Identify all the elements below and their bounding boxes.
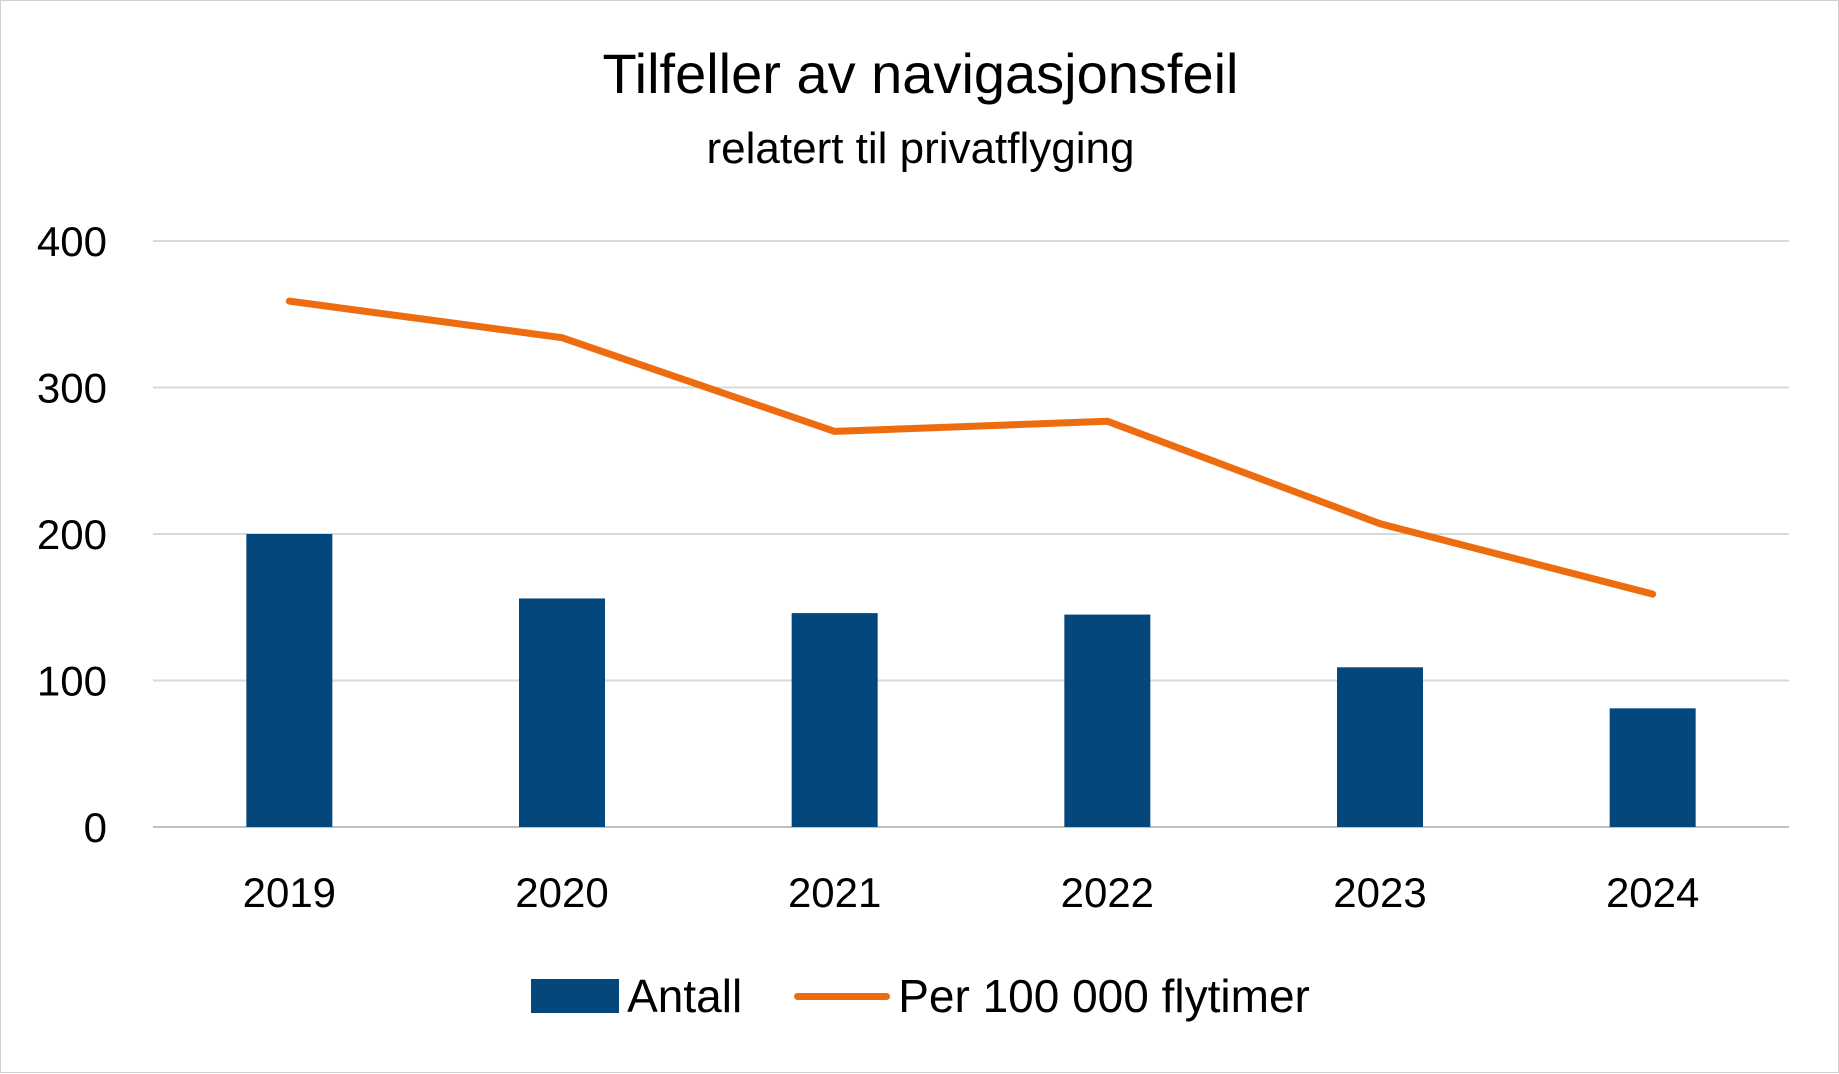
legend-label-antall: Antall [627, 969, 742, 1023]
y-tick-label: 300 [37, 365, 107, 412]
legend-line-swatch [794, 993, 890, 1000]
x-tick-label: 2023 [1333, 869, 1426, 916]
bar-2020 [519, 598, 605, 827]
x-tick-label: 2022 [1061, 869, 1154, 916]
x-tick-label: 2021 [788, 869, 881, 916]
legend-item-bar: Antall [531, 969, 742, 1023]
legend: Antall Per 100 000 flytimer [1, 969, 1839, 1023]
y-tick-label: 200 [37, 511, 107, 558]
legend-label-per-100000: Per 100 000 flytimer [898, 969, 1310, 1023]
bar-2019 [246, 534, 332, 827]
y-tick-label: 100 [37, 658, 107, 705]
y-tick-label: 0 [84, 804, 107, 851]
bar-2023 [1337, 667, 1423, 827]
y-tick-label: 400 [37, 218, 107, 265]
bar-2022 [1064, 615, 1150, 827]
line-per-100000-flytimer [289, 301, 1652, 594]
x-tick-label: 2020 [515, 869, 608, 916]
bar-2024 [1610, 708, 1696, 827]
legend-item-line: Per 100 000 flytimer [794, 969, 1310, 1023]
legend-bar-swatch [531, 979, 619, 1013]
x-tick-label: 2019 [243, 869, 336, 916]
bar-2021 [792, 613, 878, 827]
x-tick-label: 2024 [1606, 869, 1699, 916]
